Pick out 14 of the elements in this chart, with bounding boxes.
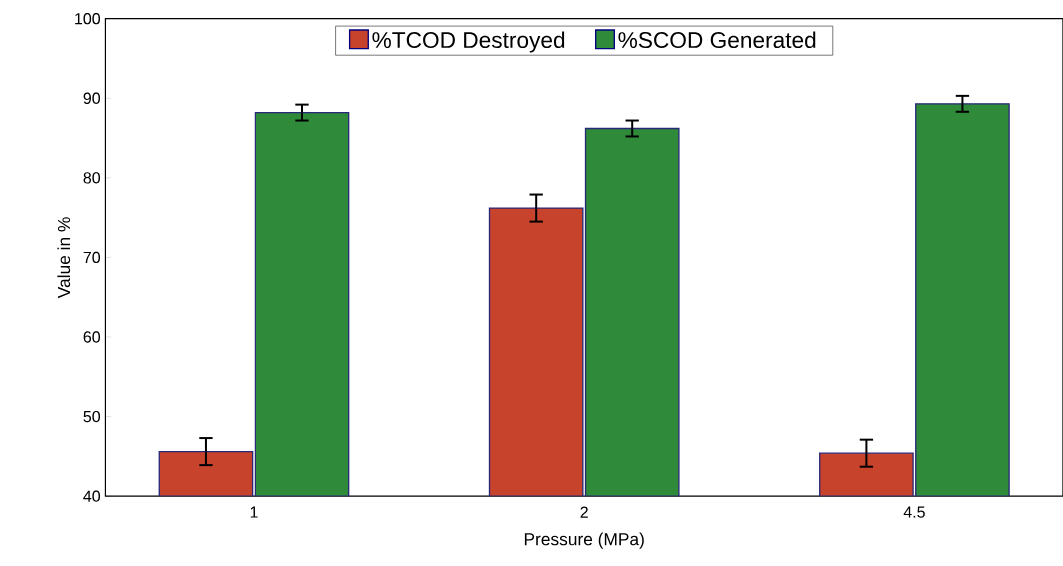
y-tick-label: 80 [83,172,101,184]
y-tick-label: 70 [83,251,101,264]
y-tick-label: 50 [83,411,101,423]
x-tick-label: 2 [580,506,588,518]
legend-label: %SCOD Generated [618,31,816,49]
y-tick-label: 90 [83,92,101,105]
y-axis-title: Value in % [57,217,71,299]
y-tick-label: 100 [75,13,101,25]
x-axis-title: Pressure (MPa) [524,532,644,549]
y-tick-label: 60 [83,331,101,343]
x-tick-label: 4.5 [903,506,925,518]
legend-label: %TCOD Destroyed [372,31,565,53]
x-tick-label: 1 [250,506,258,518]
y-tick-label: 40 [83,490,101,503]
